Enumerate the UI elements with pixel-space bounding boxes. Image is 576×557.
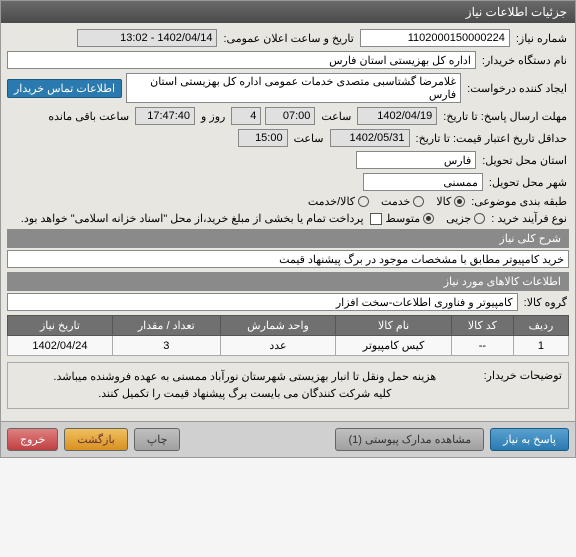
buyer-label: نام دستگاه خریدار: (480, 54, 569, 67)
print-button[interactable]: چاپ (134, 428, 181, 451)
footer-toolbar: پاسخ به نیاز مشاهده مدارک پیوستی (1) چاپ… (1, 421, 575, 457)
radio-label: کالا (436, 195, 451, 208)
row-process: نوع فرآیند خرید : جزیی متوسط پرداخت تمام … (7, 212, 569, 225)
radio-option[interactable]: متوسط (386, 212, 435, 225)
row-goods-group: گروه کالا: کامپیوتر و فناوری اطلاعات-سخت… (7, 293, 569, 311)
summary-header: شرح کلی نیاز (7, 229, 569, 248)
row-deadline: مهلت ارسال پاسخ: تا تاریخ: 1402/04/19 سا… (7, 107, 569, 125)
need-details-window: جزئیات اطلاعات نیاز شماره نیاز: 11020001… (0, 0, 576, 458)
goods-table: ردیفکد کالانام کالاواحد شمارشتعداد / مقد… (7, 315, 569, 356)
table-cell: 1402/04/24 (8, 336, 113, 356)
category-radio-group: کالا خدمت کالا/خدمت (308, 195, 465, 208)
radio-dot-icon (454, 196, 465, 207)
deadline-time-label: ساعت (319, 110, 353, 123)
buyer-contact-button[interactable]: اطلاعات تماس خریدار (7, 79, 122, 98)
table-header-cell: ردیف (513, 316, 568, 336)
row-creator: ایجاد کننده درخواست: غلامرضا گشتاسبی متص… (7, 73, 569, 103)
note-line-2: کلیه شرکت کنندگان می بایست برگ پیشنهاد ق… (14, 386, 476, 403)
buyer-notes-box: توضیحات خریدار: هزینه حمل ونقل تا انبار … (7, 362, 569, 409)
radio-dot-icon (423, 213, 434, 224)
row-need-number: شماره نیاز: 1102000150000224 تاریخ و ساع… (7, 29, 569, 47)
table-cell: -- (451, 336, 513, 356)
validity-label: حداقل تاریخ اعتبار قیمت: تا تاریخ: (414, 132, 569, 145)
table-cell: کیس کامپیوتر (336, 336, 452, 356)
table-cell: عدد (220, 336, 336, 356)
goods-header: اطلاعات کالاهای مورد نیاز (7, 272, 569, 291)
back-button[interactable]: بازگشت (64, 428, 128, 451)
table-header-row: ردیفکد کالانام کالاواحد شمارشتعداد / مقد… (8, 316, 569, 336)
radio-label: متوسط (386, 212, 421, 225)
radio-label: جزیی (446, 212, 471, 225)
treasury-checkbox[interactable] (370, 213, 382, 225)
radio-dot-icon (358, 196, 369, 207)
deadline-label: مهلت ارسال پاسخ: تا تاریخ: (441, 110, 569, 123)
window-title: جزئیات اطلاعات نیاز (466, 5, 567, 19)
radio-option[interactable]: جزیی (446, 212, 485, 225)
row-buyer: نام دستگاه خریدار: اداره کل بهزیستی استا… (7, 51, 569, 69)
need-no-field: 1102000150000224 (360, 29, 510, 47)
attachments-button[interactable]: مشاهده مدارک پیوستی (1) (335, 428, 484, 451)
summary-field: خرید کامپیوتر مطابق با مشخصات موجود در ب… (7, 250, 569, 268)
process-radio-group: جزیی متوسط (386, 212, 486, 225)
validity-date: 1402/05/31 (330, 129, 410, 147)
footer-spacer (186, 428, 329, 451)
city-label: شهر محل تحویل: (487, 176, 569, 189)
radio-dot-icon (474, 213, 485, 224)
respond-button[interactable]: پاسخ به نیاز (490, 428, 569, 451)
days-label: روز و (199, 110, 227, 123)
deadline-time: 07:00 (265, 107, 315, 125)
row-province: استان محل تحویل: فارس (7, 151, 569, 169)
goods-group-field: کامپیوتر و فناوری اطلاعات-سخت افزار (7, 293, 518, 311)
deadline-date: 1402/04/19 (357, 107, 437, 125)
table-header-cell: تعداد / مقدار (112, 316, 220, 336)
announce-label: تاریخ و ساعت اعلان عمومی: (221, 32, 355, 45)
radio-option[interactable]: کالا (436, 195, 465, 208)
need-no-label: شماره نیاز: (514, 32, 569, 45)
row-city: شهر محل تحویل: ممسنی (7, 173, 569, 191)
province-label: استان محل تحویل: (480, 154, 569, 167)
radio-dot-icon (413, 196, 424, 207)
table-cell: 3 (112, 336, 220, 356)
form-content: شماره نیاز: 1102000150000224 تاریخ و ساع… (1, 23, 575, 421)
notes-text: هزینه حمل ونقل تا انبار بهزیستی شهرستان … (14, 369, 476, 402)
table-body: 1--کیس کامپیوترعدد31402/04/24 (8, 336, 569, 356)
table-cell: 1 (513, 336, 568, 356)
window-titlebar: جزئیات اطلاعات نیاز (1, 1, 575, 23)
row-summary: خرید کامپیوتر مطابق با مشخصات موجود در ب… (7, 250, 569, 268)
category-label: طبقه بندی موضوعی: (469, 195, 569, 208)
treasury-label: پرداخت تمام یا بخشی از مبلغ خرید،از محل … (19, 212, 366, 225)
notes-label: توضیحات خریدار: (484, 369, 562, 402)
table-row[interactable]: 1--کیس کامپیوترعدد31402/04/24 (8, 336, 569, 356)
buyer-field: اداره کل بهزیستی استان فارس (7, 51, 476, 69)
table-header-cell: نام کالا (336, 316, 452, 336)
table-header-cell: واحد شمارش (220, 316, 336, 336)
announce-field: 1402/04/14 - 13:02 (77, 29, 217, 47)
goods-group-label: گروه کالا: (522, 296, 569, 309)
remain-label: ساعت باقی مانده (46, 110, 131, 123)
row-category: طبقه بندی موضوعی: کالا خدمت کالا/خدمت (7, 195, 569, 208)
days-remaining: 4 (231, 107, 261, 125)
city-field: ممسنی (363, 173, 483, 191)
table-header-cell: تاریخ نیاز (8, 316, 113, 336)
validity-time-label: ساعت (292, 132, 326, 145)
process-label: نوع فرآیند خرید : (489, 212, 569, 225)
validity-time: 15:00 (238, 129, 288, 147)
creator-field: غلامرضا گشتاسبی متصدی خدمات عمومی اداره … (126, 73, 461, 103)
radio-label: کالا/خدمت (308, 195, 355, 208)
radio-option[interactable]: خدمت (381, 195, 424, 208)
province-field: فارس (356, 151, 476, 169)
exit-button[interactable]: خروج (7, 428, 58, 451)
time-remaining: 17:47:40 (135, 107, 195, 125)
radio-option[interactable]: کالا/خدمت (308, 195, 369, 208)
note-line-1: هزینه حمل ونقل تا انبار بهزیستی شهرستان … (14, 369, 476, 386)
row-validity: حداقل تاریخ اعتبار قیمت: تا تاریخ: 1402/… (7, 129, 569, 147)
radio-label: خدمت (381, 195, 410, 208)
creator-label: ایجاد کننده درخواست: (465, 82, 569, 95)
table-header-cell: کد کالا (451, 316, 513, 336)
